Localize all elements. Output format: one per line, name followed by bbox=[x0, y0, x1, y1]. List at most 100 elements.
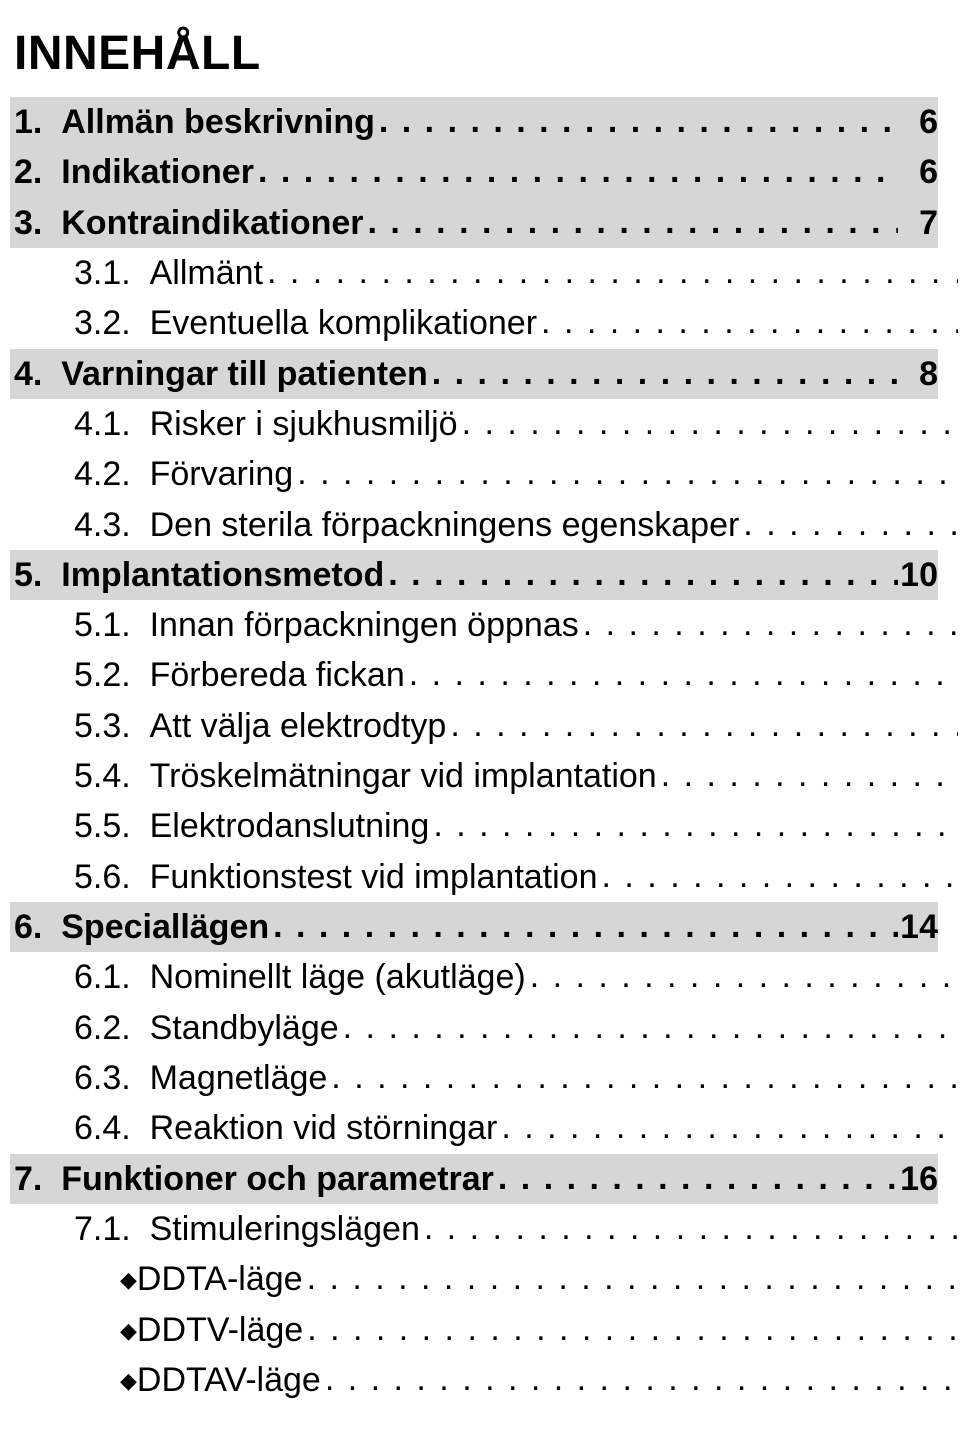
toc-entry-label: Kontraindikationer bbox=[61, 198, 363, 248]
toc-entry-label: DDTV-läge bbox=[137, 1305, 303, 1355]
toc-entry-number: 4.3. bbox=[74, 500, 150, 550]
toc-entry-label: DDTAV-läge bbox=[137, 1355, 321, 1405]
toc-leader-dots: . . . . . . . . . . . . . . . . . . . . … bbox=[420, 1203, 958, 1253]
toc-entry-number: 6.1. bbox=[74, 952, 150, 1002]
toc-entry-label: Standbyläge bbox=[150, 1003, 339, 1053]
toc-entry: 3. Kontraindikationer. . . . . . . . . .… bbox=[10, 198, 938, 248]
toc-entry-label: Den sterila förpackningens egenskaper bbox=[150, 500, 740, 550]
toc-entry: 6.1. Nominellt läge (akutläge). . . . . … bbox=[10, 952, 960, 1002]
toc-leader-dots: . . . . . . . . . . . . . . . . . . . . … bbox=[293, 448, 958, 498]
toc-entry-label: Funktionstest vid implantation bbox=[150, 852, 598, 902]
toc-entry: ◆DDTA-läge. . . . . . . . . . . . . . . … bbox=[10, 1254, 960, 1304]
bullet-icon: ◆ bbox=[120, 1264, 137, 1297]
toc-leader-dots: . . . . . . . . . . . . . . . . . . . . … bbox=[657, 750, 958, 800]
toc-entry: 5.6. Funktionstest vid implantation. . .… bbox=[10, 852, 960, 902]
toc-entry-number: 2. bbox=[14, 147, 61, 197]
toc-entry-page: 8 bbox=[898, 349, 938, 399]
toc-entry: 5.2. Förbereda fickan. . . . . . . . . .… bbox=[10, 650, 960, 700]
toc-leader-dots: . . . . . . . . . . . . . . . . . . . . … bbox=[384, 549, 898, 599]
toc-entry-label: Elektrodanslutning bbox=[150, 801, 430, 851]
toc-entry-number: 3.2. bbox=[74, 298, 150, 348]
toc-leader-dots: . . . . . . . . . . . . . . . . . . . . … bbox=[458, 398, 958, 448]
toc-entry: ◆DDTAV-läge. . . . . . . . . . . . . . .… bbox=[10, 1355, 960, 1405]
toc-entry-label: Tröskelmätningar vid implantation bbox=[150, 751, 657, 801]
toc-entry-label: Nominellt läge (akutläge) bbox=[150, 952, 526, 1002]
toc-leader-dots: . . . . . . . . . . . . . . . . . . . . … bbox=[598, 851, 958, 901]
toc-entry-label: Eventuella komplikationer bbox=[150, 298, 537, 348]
toc-entry: 1. Allmän beskrivning. . . . . . . . . .… bbox=[10, 97, 938, 147]
toc-entry-number: 5.5. bbox=[74, 801, 150, 851]
toc-entry: 4.1. Risker i sjukhusmiljö. . . . . . . … bbox=[10, 399, 960, 449]
toc-entry: 5.5. Elektrodanslutning. . . . . . . . .… bbox=[10, 801, 960, 851]
toc-entry-number: 6.2. bbox=[74, 1003, 150, 1053]
toc-entry-number: 5. bbox=[14, 550, 61, 600]
toc-entry-label: Indikationer bbox=[61, 147, 254, 197]
toc-entry: ◆DDTV-läge. . . . . . . . . . . . . . . … bbox=[10, 1305, 960, 1355]
toc-entry-label: Varningar till patienten bbox=[61, 349, 428, 399]
toc-entry-number: 6. bbox=[14, 902, 61, 952]
toc-entry-number: 6.3. bbox=[74, 1053, 150, 1103]
toc-entry-label: Förvaring bbox=[150, 449, 294, 499]
toc-entry-label: Reaktion vid störningar bbox=[150, 1103, 498, 1153]
toc-entry-number: 4.2. bbox=[74, 449, 150, 499]
toc-entry: 5.1. Innan förpackningen öppnas. . . . .… bbox=[10, 600, 960, 650]
toc-entry: 6.4. Reaktion vid störningar. . . . . . … bbox=[10, 1103, 960, 1153]
bullet-icon: ◆ bbox=[120, 1315, 137, 1348]
toc-leader-dots: . . . . . . . . . . . . . . . . . . . . … bbox=[321, 1354, 960, 1404]
toc-entry-number: 3.1. bbox=[74, 248, 150, 298]
toc-entry-number: 7.1. bbox=[74, 1204, 150, 1254]
toc-entry-number: 4.1. bbox=[74, 399, 150, 449]
toc-leader-dots: . . . . . . . . . . . . . . . . . . . . … bbox=[254, 146, 898, 196]
toc-entry-label: Att välja elektrodtyp bbox=[150, 701, 447, 751]
toc-entry-label: Speciallägen bbox=[61, 902, 269, 952]
toc-entry: 7. Funktioner och parametrar. . . . . . … bbox=[10, 1154, 938, 1204]
bullet-icon: ◆ bbox=[120, 1365, 137, 1398]
toc-entry-label: Funktioner och parametrar bbox=[61, 1154, 494, 1204]
toc-leader-dots: . . . . . . . . . . . . . . . . . . . . … bbox=[303, 1304, 960, 1354]
toc-leader-dots: . . . . . . . . . . . . . . . . . . . . … bbox=[327, 1052, 958, 1102]
toc-leader-dots: . . . . . . . . . . . . . . . . . . . . … bbox=[375, 96, 898, 146]
toc-entry-label: Magnetläge bbox=[150, 1053, 328, 1103]
toc-list: 1. Allmän beskrivning. . . . . . . . . .… bbox=[10, 97, 934, 1405]
toc-leader-dots: . . . . . . . . . . . . . . . . . . . . … bbox=[303, 1253, 960, 1303]
toc-entry: 4.2. Förvaring. . . . . . . . . . . . . … bbox=[10, 449, 960, 499]
toc-entry-page: 7 bbox=[898, 198, 938, 248]
toc-entry-page: 14 bbox=[898, 902, 938, 952]
toc-leader-dots: . . . . . . . . . . . . . . . . . . . . … bbox=[537, 297, 958, 347]
toc-entry: 4.3. Den sterila förpackningens egenskap… bbox=[10, 500, 960, 550]
toc-entry-label: Innan förpackningen öppnas bbox=[150, 600, 579, 650]
toc-leader-dots: . . . . . . . . . . . . . . . . . . . . … bbox=[526, 951, 958, 1001]
toc-entry-page: 6 bbox=[898, 147, 938, 197]
toc-entry-number: 1. bbox=[14, 97, 61, 147]
toc-entry: 5.4. Tröskelmätningar vid implantation. … bbox=[10, 751, 960, 801]
toc-entry: 4. Varningar till patienten. . . . . . .… bbox=[10, 349, 938, 399]
toc-leader-dots: . . . . . . . . . . . . . . . . . . . . … bbox=[494, 1153, 898, 1203]
toc-entry-number: 6.4. bbox=[74, 1103, 150, 1153]
toc-entry: 5.3. Att välja elektrodtyp. . . . . . . … bbox=[10, 701, 960, 751]
toc-entry-number: 5.2. bbox=[74, 650, 150, 700]
toc-entry-label: Implantationsmetod bbox=[61, 550, 384, 600]
toc-entry: 6.3. Magnetläge. . . . . . . . . . . . .… bbox=[10, 1053, 960, 1103]
toc-entry-page: 10 bbox=[898, 550, 938, 600]
toc-leader-dots: . . . . . . . . . . . . . . . . . . . . … bbox=[739, 499, 958, 549]
toc-entry-number: 5.1. bbox=[74, 600, 150, 650]
toc-entry: 2. Indikationer. . . . . . . . . . . . .… bbox=[10, 147, 938, 197]
toc-leader-dots: . . . . . . . . . . . . . . . . . . . . … bbox=[579, 599, 958, 649]
toc-entry-number: 4. bbox=[14, 349, 61, 399]
toc-entry-page: 16 bbox=[898, 1154, 938, 1204]
toc-entry: 3.1. Allmänt. . . . . . . . . . . . . . … bbox=[10, 248, 960, 298]
toc-entry-label: DDTA-läge bbox=[137, 1254, 303, 1304]
toc-entry: 6. Speciallägen. . . . . . . . . . . . .… bbox=[10, 902, 938, 952]
toc-entry: 3.2. Eventuella komplikationer. . . . . … bbox=[10, 298, 960, 348]
toc-leader-dots: . . . . . . . . . . . . . . . . . . . . … bbox=[269, 901, 898, 951]
toc-title: INNEHÅLL bbox=[14, 18, 934, 89]
toc-entry-label: Förbereda fickan bbox=[150, 650, 405, 700]
toc-entry: 5. Implantationsmetod. . . . . . . . . .… bbox=[10, 550, 938, 600]
toc-entry-page: 6 bbox=[898, 97, 938, 147]
toc-entry-number: 3. bbox=[14, 198, 61, 248]
toc-entry: 7.1. Stimuleringslägen. . . . . . . . . … bbox=[10, 1204, 960, 1254]
toc-leader-dots: . . . . . . . . . . . . . . . . . . . . … bbox=[428, 348, 898, 398]
toc-entry-label: Stimuleringslägen bbox=[150, 1204, 420, 1254]
toc-leader-dots: . . . . . . . . . . . . . . . . . . . . … bbox=[405, 649, 958, 699]
toc-entry-label: Allmän beskrivning bbox=[61, 97, 375, 147]
